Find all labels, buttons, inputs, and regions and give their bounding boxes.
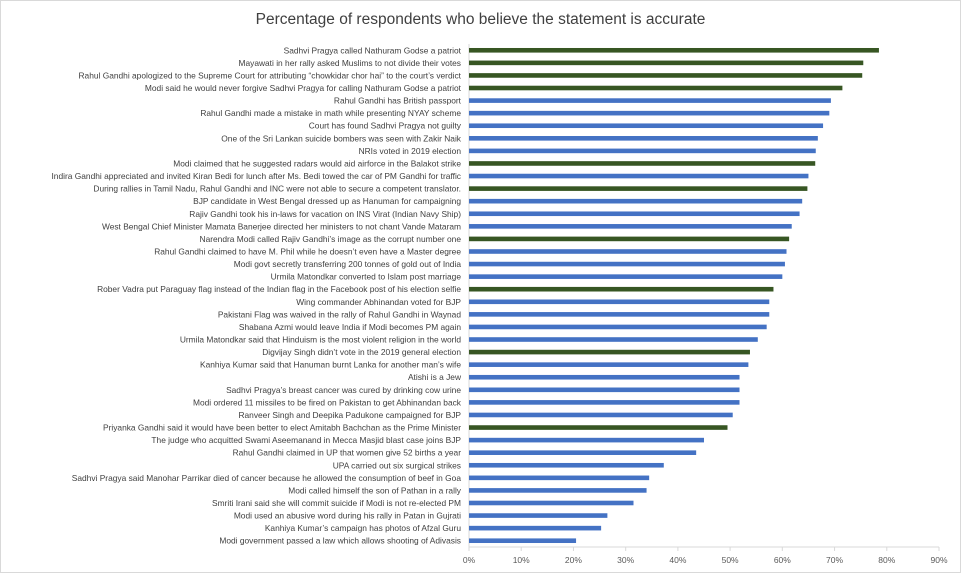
bar [469,73,863,78]
bar [469,525,602,531]
bar [469,161,816,166]
bar [469,312,770,317]
bar [469,538,577,544]
bar [469,374,740,380]
bar-label: Sadhvi Pragya’s breast cancer was cured … [226,385,461,395]
bar-label: Shabana Azmi would leave India if Modi b… [239,322,461,332]
bar [469,224,792,229]
x-tick-label: 30% [617,555,634,565]
x-tick-label: 80% [878,555,895,565]
bar-label: Ranveer Singh and Deepika Padukone campa… [238,410,461,420]
bar-label: Rahul Gandhi claimed to have M. Phil whi… [154,246,461,256]
x-tick-label: 20% [565,555,582,565]
bar-label: UPA carried out six surgical strikes [333,460,461,470]
bar [469,85,843,91]
bar-label: Smriti Irani said she will commit suicid… [212,498,461,508]
bar-label: Wing commander Abhinandan voted for BJP [296,297,461,307]
bar-label: Rahul Gandhi claimed in UP that women gi… [233,448,462,458]
bar [469,500,634,506]
bar [469,173,809,179]
bar-label: Modi called himself the son of Pathan in… [288,485,462,495]
bar-label: Atishi is a Jew [408,372,462,382]
bar [469,437,704,443]
bar [469,274,783,279]
bar [469,110,830,116]
bar [469,47,879,53]
x-tick-label: 10% [513,555,530,565]
bar-label: BJP candidate in West Bengal dressed up … [193,196,461,206]
bar-label: During rallies in Tamil Nadu, Rahul Gand… [93,184,461,194]
bar-label: The judge who acquitted Swami Aseemanand… [151,435,461,445]
bar-label: Kanhiya Kumar’s campaign has photos of A… [265,523,461,533]
bar [469,513,608,518]
bar-label: Sadhvi Pragya called Nathuram Godse a pa… [284,45,462,55]
bar-label: Court has found Sadhvi Pragya not guilty [309,121,462,131]
bar [469,400,740,405]
bar [469,349,750,355]
bar-label: Rajiv Gandhi took his in-laws for vacati… [189,209,461,219]
bar-label: Sadhvi Pragya said Manohar Parrikar died… [72,473,462,483]
bar [469,186,808,191]
bar [469,475,650,481]
bar [469,425,728,430]
bar [469,249,787,254]
bar-label: West Bengal Chief Minister Mamata Banerj… [102,221,461,231]
bar-label: Modi used an abusive word during his ral… [234,511,461,521]
bar-label: Urmila Matondkar converted to Islam post… [271,272,462,282]
bar-label: Modi government passed a law which allow… [219,536,461,546]
bar [469,488,647,493]
bar-label: Mayawati in her rally asked Muslims to n… [239,58,462,68]
bar-label: Modi ordered 11 missiles to be fired on … [193,397,462,407]
bar [469,362,749,367]
bar-label: Narendra Modi called Rajiv Gandhi’s imag… [200,234,462,244]
bar [469,60,864,66]
x-tick-label: 60% [774,555,791,565]
chart-title: Percentage of respondents who believe th… [255,11,706,28]
bar-label: Digvijay Singh didn’t vote in the 2019 g… [262,347,461,357]
bar [469,136,818,141]
bar [469,123,824,129]
x-tick-label: 0% [463,555,476,565]
x-tick-label: 40% [669,555,686,565]
bar-label: One of the Sri Lankan suicide bombers wa… [221,133,462,143]
bar [469,387,740,393]
bar [469,148,816,154]
bar [469,211,800,217]
bar-label: Rahul Gandhi made a mistake in math whil… [200,108,461,118]
bar-label: Rahul Gandhi apologized to the Supreme C… [78,70,461,80]
bar-label: Indira Gandhi appreciated and invited Ki… [51,171,461,181]
bar-label: Priyanka Gandhi said it would have been … [103,423,461,433]
bar [469,337,758,342]
bar-label: Rahul Gandhi has British passport [334,96,462,106]
bar-label: Modi claimed that he suggested radars wo… [173,158,461,168]
bar-label: Rober Vadra put Paraguay flag instead of… [97,284,461,294]
bar [469,286,774,292]
bar [469,236,790,242]
x-tick-label: 90% [930,555,947,565]
bar [469,412,733,418]
bar-label: Urmila Matondkar said that Hinduism is t… [180,335,461,345]
bar [469,462,664,468]
bar [469,324,767,330]
bar-label: Kanhiya Kumar said that Hanuman burnt La… [200,360,461,370]
bar-label: Pakistani Flag was waived in the rally o… [218,309,461,319]
bar [469,198,803,204]
bar [469,450,697,455]
bar-label: Modi said he would never forgive Sadhvi … [145,83,462,93]
bar [469,98,831,103]
bar [469,299,770,305]
bar-label: Modi govt secretly transferring 200 tonn… [234,259,462,269]
bar [469,261,785,267]
bar-label: NRIs voted in 2019 election [359,146,462,156]
x-tick-label: 50% [722,555,739,565]
x-tick-label: 70% [826,555,843,565]
